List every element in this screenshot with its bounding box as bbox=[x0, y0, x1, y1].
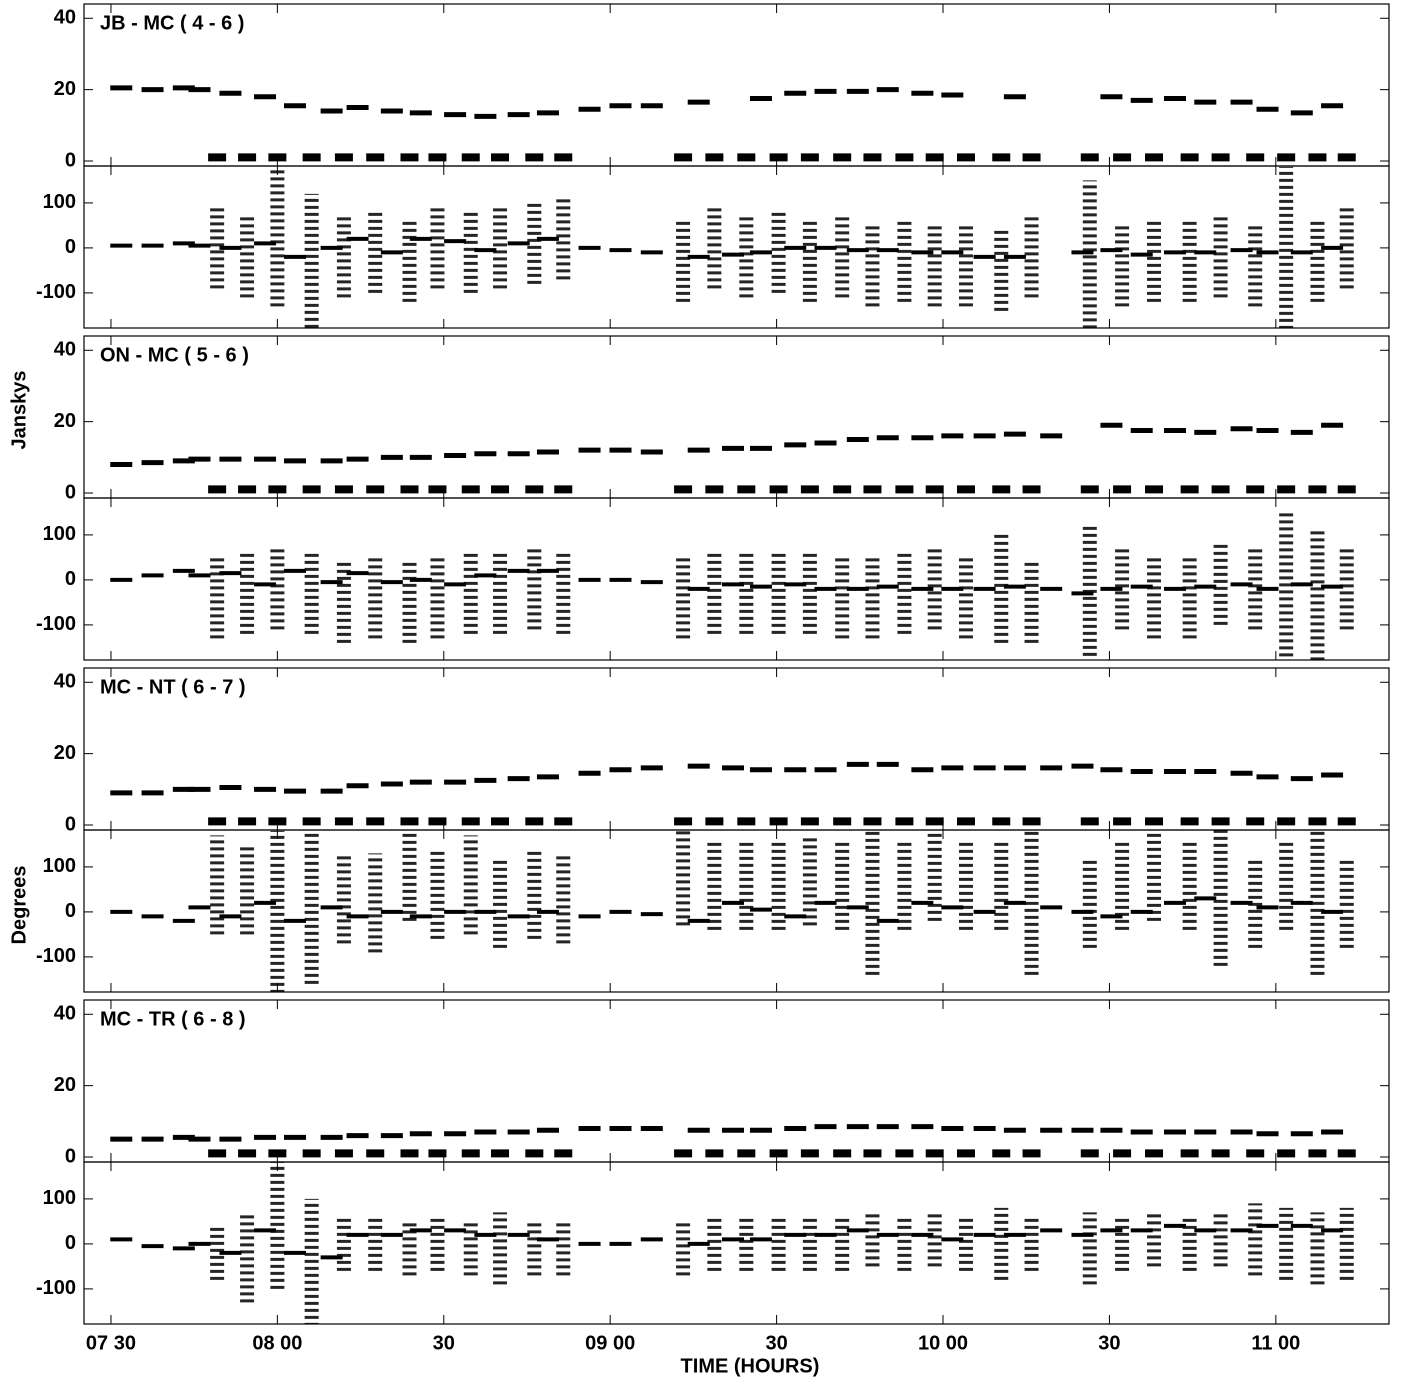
panel-title: ON - MC ( 5 - 6 ) bbox=[100, 344, 249, 366]
x-tick-label: 30 bbox=[1098, 1332, 1120, 1354]
plot-area bbox=[110, 166, 1354, 328]
y-tick-label: 0 bbox=[65, 236, 76, 258]
panel-frame bbox=[83, 165, 1390, 329]
x-tick-label: 07 30 bbox=[86, 1332, 136, 1354]
y-tick-label: 20 bbox=[54, 78, 76, 100]
panel-frame bbox=[83, 999, 1390, 1163]
y-tick-label: 0 bbox=[65, 568, 76, 590]
y-tick-label: 100 bbox=[43, 855, 76, 877]
y-tick-label: -100 bbox=[36, 945, 76, 967]
y-tick-label: 0 bbox=[65, 149, 76, 171]
panel-title: MC - NT ( 6 - 7 ) bbox=[100, 676, 246, 698]
y-tick-label: 20 bbox=[54, 1074, 76, 1096]
y-tick-label: 40 bbox=[54, 339, 76, 361]
y-axis-label: Janskys bbox=[8, 371, 30, 450]
plot-area bbox=[110, 830, 1354, 992]
y-tick-label: 0 bbox=[65, 481, 76, 503]
y-tick-label: 40 bbox=[54, 7, 76, 29]
y-tick-label: 100 bbox=[43, 1187, 76, 1209]
y-axis-label: Degrees bbox=[8, 866, 30, 945]
y-tick-label: 20 bbox=[54, 742, 76, 764]
x-tick-label: 08 00 bbox=[252, 1332, 302, 1354]
panel-frame bbox=[83, 829, 1390, 993]
y-tick-label: 100 bbox=[43, 523, 76, 545]
y-tick-label: 100 bbox=[43, 191, 76, 213]
plot-area bbox=[110, 85, 1356, 162]
panel-frame bbox=[83, 497, 1390, 661]
plot-area bbox=[110, 512, 1354, 660]
x-tick-label: 11 00 bbox=[1251, 1332, 1300, 1354]
plot-area bbox=[110, 1124, 1356, 1158]
y-tick-label: 40 bbox=[54, 671, 76, 693]
y-tick-label: 20 bbox=[54, 410, 76, 432]
panel-title: MC - TR ( 6 - 8 ) bbox=[100, 1008, 246, 1030]
x-axis-label: TIME (HOURS) bbox=[681, 1355, 820, 1377]
x-tick-label: 30 bbox=[765, 1332, 787, 1354]
plot-area bbox=[110, 422, 1356, 494]
y-tick-label: -100 bbox=[36, 613, 76, 635]
plot-area bbox=[110, 761, 1356, 826]
x-tick-label: 10 00 bbox=[918, 1332, 968, 1354]
y-tick-label: 0 bbox=[65, 813, 76, 835]
x-tick-label: 09 00 bbox=[585, 1332, 635, 1354]
panel-frame bbox=[83, 3, 1390, 167]
y-tick-label: 0 bbox=[65, 900, 76, 922]
y-tick-label: -100 bbox=[36, 1277, 76, 1299]
plot-area bbox=[110, 1162, 1354, 1324]
x-tick-label: 30 bbox=[433, 1332, 455, 1354]
panel-frame bbox=[83, 335, 1390, 499]
y-tick-label: 0 bbox=[65, 1232, 76, 1254]
panel-title: JB - MC ( 4 - 6 ) bbox=[100, 12, 244, 34]
y-tick-label: -100 bbox=[36, 281, 76, 303]
y-tick-label: 40 bbox=[54, 1003, 76, 1025]
panel-frame bbox=[83, 1161, 1390, 1325]
panel-frame bbox=[83, 667, 1390, 831]
y-tick-label: 0 bbox=[65, 1145, 76, 1167]
